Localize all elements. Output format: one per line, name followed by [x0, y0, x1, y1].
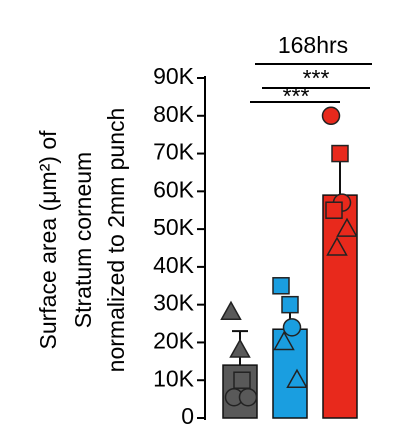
annotation: *** — [283, 83, 310, 109]
y-tick-label: 80K — [153, 101, 195, 127]
y-axis-label: Stratum corneum — [70, 152, 96, 328]
data-point — [321, 106, 341, 126]
data-point — [326, 236, 348, 256]
data-point — [272, 277, 290, 295]
data-point — [273, 330, 295, 351]
y-tick-label: 50K — [153, 214, 195, 240]
data-point — [286, 368, 308, 388]
y-tick-label: 40K — [153, 252, 195, 278]
y-tick-label: 60K — [153, 176, 195, 202]
data-point — [238, 387, 258, 407]
y-axis-label: normalized to 2mm punch — [103, 108, 129, 373]
data-point — [325, 201, 343, 219]
data-point — [229, 338, 251, 358]
data-point — [281, 295, 299, 314]
data-point — [282, 318, 302, 337]
y-tick-label: 90K — [153, 63, 195, 89]
y-tick-label: 20K — [153, 328, 195, 354]
annotation: 168hrs — [278, 32, 348, 58]
y-tick-label: 0 — [181, 403, 194, 429]
data-point — [336, 217, 358, 237]
data-point — [220, 300, 242, 320]
y-tick-label: 10K — [153, 365, 195, 391]
y-tick-label: 30K — [153, 290, 195, 316]
data-point — [331, 144, 349, 163]
y-tick-label: 70K — [153, 139, 195, 165]
annotation: *** — [303, 65, 330, 91]
data-point — [233, 371, 251, 389]
y-axis-label: Surface area (μm²) of — [35, 130, 61, 350]
